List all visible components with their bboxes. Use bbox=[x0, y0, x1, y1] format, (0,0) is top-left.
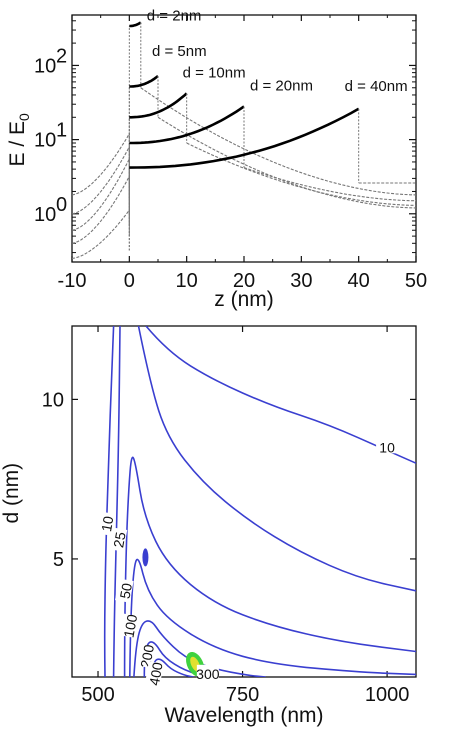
bottom-contour-group bbox=[103, 326, 416, 677]
series-right-decay-d2 bbox=[140, 87, 416, 196]
contour-blob bbox=[142, 548, 149, 567]
contour-label-bg bbox=[145, 661, 164, 686]
contour-label-bg bbox=[196, 664, 219, 680]
contour-400 bbox=[149, 658, 194, 677]
bottom-x-tick-label: 1000 bbox=[365, 684, 410, 706]
contour-label-300: 300 bbox=[196, 666, 220, 682]
contour-label-bg bbox=[96, 511, 116, 536]
top-x-tick-label: 30 bbox=[290, 270, 312, 292]
contour-label-25: 25 bbox=[110, 531, 128, 549]
series-left-decay-d5 bbox=[72, 176, 130, 244]
top-y-tick-exp: 2 bbox=[56, 45, 67, 67]
contour-label-50: 50 bbox=[117, 582, 135, 600]
top-y-axis-label-sub: 0 bbox=[16, 113, 32, 121]
series-right-decay-d10 bbox=[186, 142, 416, 206]
annotation-d20nm: d = 20nm bbox=[250, 77, 313, 94]
contour-10-mid bbox=[137, 326, 416, 592]
series-left-decay-d2 bbox=[72, 209, 130, 259]
top-y-tick-exp: 1 bbox=[56, 120, 67, 142]
bottom-plot-frame bbox=[71, 325, 417, 678]
contour-label-10: 10 bbox=[379, 439, 395, 455]
top-series-group bbox=[72, 21, 416, 259]
series-left-decay-d10 bbox=[72, 158, 130, 231]
contour-label-10: 10 bbox=[98, 515, 116, 533]
series-inside-d2 bbox=[129, 21, 142, 28]
contour-25 bbox=[123, 456, 416, 677]
bottom-x-axis-label: Wavelength (nm) bbox=[164, 704, 323, 727]
series-inside-d20 bbox=[129, 105, 245, 145]
contour-label-400: 400 bbox=[146, 661, 166, 687]
bottom-x-tick-label: 750 bbox=[226, 684, 259, 706]
bottom-y-tick-label: 10 bbox=[42, 389, 64, 411]
annotation-d10nm: d = 10nm bbox=[183, 64, 246, 81]
series-inside-d10 bbox=[129, 92, 188, 119]
top-y-axis-label: E / E0 bbox=[6, 113, 32, 167]
contour-25-left bbox=[112, 326, 121, 677]
top-y-tick-base: 10 bbox=[34, 204, 56, 226]
top-x-tick-label: 20 bbox=[233, 270, 255, 292]
contour-label-bg bbox=[114, 578, 134, 603]
contour-label-100: 100 bbox=[120, 613, 140, 639]
series-right-decay-d5 bbox=[157, 116, 416, 209]
top-y-tick-base: 10 bbox=[34, 130, 56, 152]
top-x-tick-label: 40 bbox=[348, 270, 370, 292]
series-inside-d40 bbox=[129, 107, 360, 169]
contour-label-bg bbox=[108, 527, 128, 552]
top-y-tick-base: 10 bbox=[34, 55, 56, 77]
top-x-tick-label: 50 bbox=[405, 270, 427, 292]
top-x-tick-label: -10 bbox=[58, 270, 87, 292]
contour-100 bbox=[133, 620, 266, 677]
top-y-axis-label-main: E / E bbox=[6, 121, 29, 167]
contour-10-right bbox=[145, 326, 416, 464]
annotation-d40nm: d = 40nm bbox=[345, 78, 408, 95]
series-inside-d5 bbox=[129, 74, 159, 88]
top-x-axis-label: z (nm) bbox=[214, 288, 274, 311]
contour-label-bg bbox=[119, 613, 139, 638]
series-left-decay-d40 bbox=[72, 133, 130, 196]
annotation-d5nm: d = 5nm bbox=[152, 43, 207, 60]
bottom-y-tick-label: 5 bbox=[53, 549, 64, 571]
top-x-tick-label: 0 bbox=[124, 270, 135, 292]
top-x-tick-label: 10 bbox=[176, 270, 198, 292]
bottom-y-axis-label: d (nm) bbox=[0, 463, 23, 524]
contour-label-bg bbox=[376, 438, 399, 454]
annotation-d2nm: d = 2nm bbox=[147, 7, 202, 24]
top-y-tick-exp: 0 bbox=[56, 194, 67, 216]
contour-50 bbox=[129, 558, 416, 677]
series-left-decay-d20 bbox=[72, 146, 130, 215]
contour-10-left bbox=[103, 326, 115, 677]
bottom-x-tick-label: 500 bbox=[81, 684, 114, 706]
